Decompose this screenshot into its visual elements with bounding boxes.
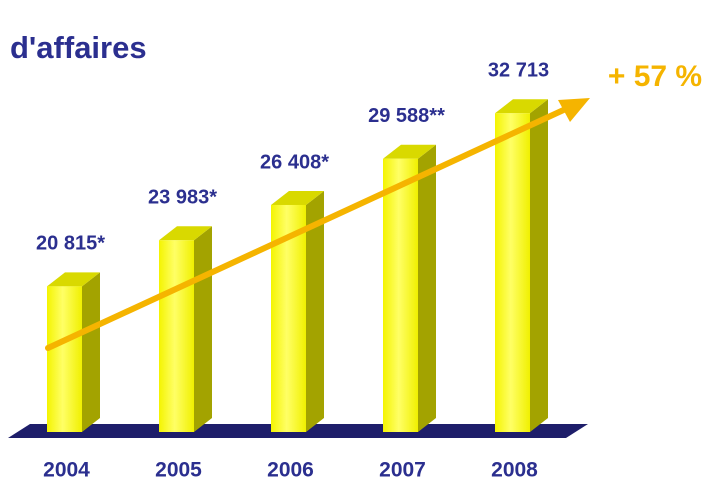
- arrow-shaft: [45, 104, 573, 351]
- bar-front: [383, 158, 418, 432]
- bars: [47, 99, 548, 433]
- bar-side: [82, 272, 100, 432]
- value-label: 32 713: [488, 60, 549, 82]
- x-tick-label: 2008: [491, 459, 538, 482]
- bar-front: [495, 113, 530, 433]
- trend-arrow: [45, 98, 590, 351]
- bar-top: [159, 226, 212, 241]
- bar-top: [47, 272, 100, 287]
- value-label: 23 983*: [148, 187, 217, 209]
- bar: [159, 226, 212, 432]
- bar-side: [418, 144, 436, 432]
- chart-title: d'affaires: [10, 30, 147, 65]
- value-label: 20 815*: [36, 233, 105, 255]
- bar-front: [159, 240, 194, 432]
- annotation: + 57 %: [608, 60, 702, 93]
- value-label: 26 408*: [260, 151, 329, 173]
- bar: [383, 144, 436, 432]
- value-label: 29 588**: [368, 105, 445, 127]
- bar-top: [271, 190, 324, 205]
- x-tick-label: 2006: [267, 459, 314, 482]
- bar: [495, 99, 548, 433]
- bar-front: [47, 286, 82, 432]
- bar-side: [530, 99, 548, 433]
- bar: [47, 272, 100, 432]
- x-tick-label: 2007: [379, 459, 426, 482]
- bar-top: [495, 99, 548, 114]
- bar-side: [306, 190, 324, 432]
- x-tick-label: 2004: [43, 459, 90, 482]
- bar: [271, 190, 324, 432]
- arrow-head: [558, 98, 590, 122]
- bar-top: [383, 144, 436, 159]
- bar-side: [194, 226, 212, 432]
- x-tick-label: 2005: [155, 459, 202, 482]
